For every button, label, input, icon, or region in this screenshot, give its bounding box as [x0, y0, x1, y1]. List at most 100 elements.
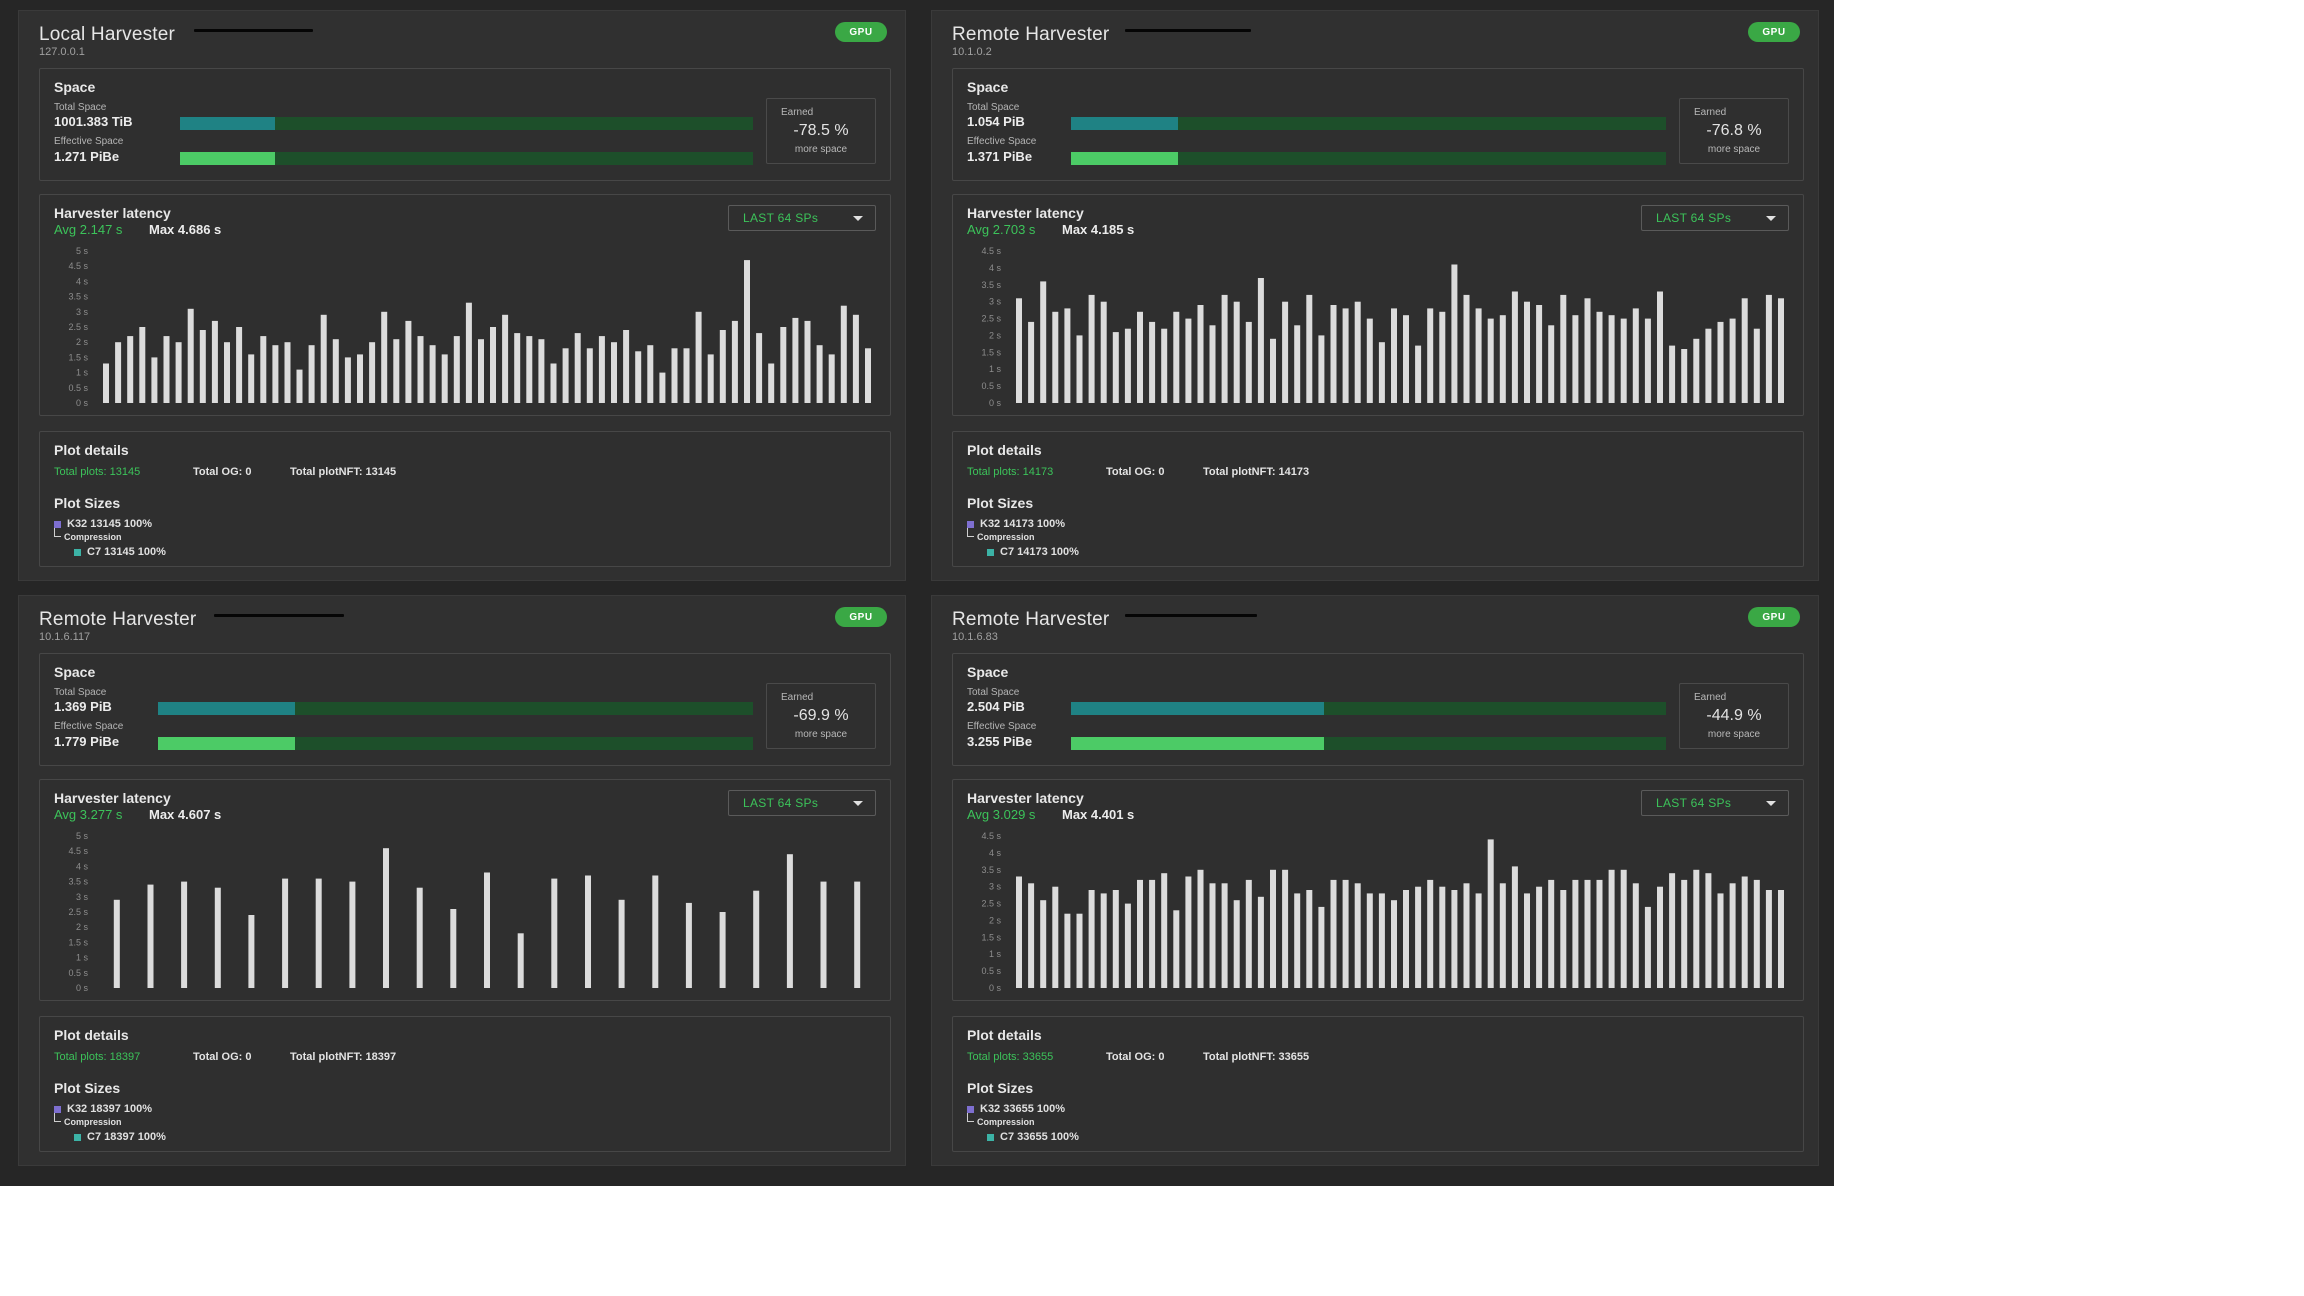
- c7-legend-square-icon: [987, 1133, 994, 1141]
- total-plotnft: Total plotNFT: 14173: [1203, 466, 1310, 478]
- latency-avg: Avg 2.703 s: [967, 222, 1036, 237]
- y-tick-label: 1 s: [989, 364, 1002, 374]
- latency-bar: [187, 308, 194, 403]
- plot-details-panel: Plot details Total plots: 33655 Total OG…: [952, 1016, 1804, 1152]
- latency-bar: [683, 348, 690, 403]
- latency-range-select[interactable]: LAST 64 SPs: [1641, 205, 1789, 231]
- total-og: Total OG: 0: [1106, 466, 1165, 478]
- tree-branch-icon: [967, 528, 974, 537]
- latency-bar: [349, 881, 356, 988]
- latency-bar: [1100, 893, 1107, 988]
- latency-bar: [1257, 278, 1264, 403]
- latency-bar: [1257, 896, 1264, 988]
- latency-bar: [1294, 325, 1301, 403]
- effective-space-bar: [180, 152, 753, 165]
- total-space-label: Total Space: [54, 687, 107, 698]
- space-panel: Space Total Space 1001.383 TiB Effective…: [39, 68, 891, 181]
- tree-branch-icon: [54, 528, 61, 537]
- latency-bar: [1608, 315, 1615, 403]
- latency-range-select[interactable]: LAST 64 SPs: [728, 790, 876, 816]
- latency-bar: [450, 909, 457, 988]
- total-plotnft: Total plotNFT: 13145: [290, 466, 397, 478]
- y-tick-label: 4 s: [989, 263, 1002, 273]
- latency-bar: [308, 345, 315, 403]
- latency-bar: [1487, 318, 1494, 403]
- latency-bar: [416, 887, 423, 988]
- latency-bar: [224, 342, 230, 403]
- latency-bar: [1548, 879, 1555, 988]
- effective-space-label: Effective Space: [54, 721, 124, 732]
- latency-bar: [538, 339, 545, 403]
- latency-bar: [429, 345, 436, 403]
- latency-bar: [282, 878, 289, 988]
- latency-bar: [417, 336, 424, 403]
- latency-bar: [465, 302, 472, 403]
- latency-max: Max 4.607 s: [149, 807, 222, 822]
- latency-bar: [840, 305, 847, 403]
- latency-range-select[interactable]: LAST 64 SPs: [728, 205, 876, 231]
- latency-bar: [211, 320, 218, 403]
- latency-bar: [332, 339, 339, 403]
- latency-bar: [441, 354, 448, 403]
- gpu-badge: GPU: [835, 22, 887, 42]
- latency-bar: [786, 854, 793, 988]
- y-tick-label: 2.5 s: [981, 314, 1001, 324]
- latency-range-select[interactable]: LAST 64 SPs: [1641, 790, 1789, 816]
- latency-bar: [1451, 264, 1458, 403]
- total-plots: Total plots: 18397: [54, 1051, 141, 1063]
- latency-bar: [1354, 301, 1361, 403]
- earned-box: Earned -69.9 % more space: [766, 683, 876, 749]
- plot-sizes-title: Plot Sizes: [967, 1080, 1034, 1096]
- earned-subtext: more space: [1707, 144, 1761, 155]
- latency-bar: [175, 342, 182, 403]
- harvester-ip: 10.1.0.2: [952, 46, 992, 58]
- latency-bar: [756, 333, 763, 403]
- y-tick-label: 4 s: [76, 276, 89, 286]
- latency-bar: [652, 875, 659, 988]
- latency-bar: [1451, 890, 1458, 988]
- total-space-bar-fill: [1071, 117, 1179, 130]
- latency-bar: [719, 912, 726, 988]
- latency-bar: [1753, 879, 1760, 988]
- total-space-label: Total Space: [54, 102, 107, 113]
- y-tick-label: 2 s: [989, 330, 1002, 340]
- latency-avg: Avg 3.029 s: [967, 807, 1036, 822]
- k32-legend-square-icon: [54, 1105, 61, 1113]
- latency-bar: [1294, 893, 1301, 988]
- latency-bar: [272, 345, 279, 403]
- y-tick-label: 1 s: [989, 949, 1002, 959]
- latency-bar: [357, 354, 363, 403]
- latency-bar: [1378, 893, 1385, 988]
- latency-bar: [1765, 294, 1772, 403]
- plot-details-title: Plot details: [967, 442, 1042, 458]
- total-space-value: 1.054 PiB: [967, 114, 1025, 129]
- y-tick-label: 3.5 s: [981, 865, 1001, 875]
- effective-space-label: Effective Space: [967, 721, 1037, 732]
- y-tick-label: 4.5 s: [68, 846, 88, 856]
- latency-bar: [1657, 886, 1663, 988]
- latency-bar: [383, 848, 389, 988]
- latency-bar: [139, 327, 146, 403]
- total-og: Total OG: 0: [193, 466, 252, 478]
- space-title: Space: [967, 79, 1009, 95]
- latency-bar: [1741, 298, 1748, 403]
- effective-space-label: Effective Space: [967, 136, 1037, 147]
- earned-label: Earned: [781, 692, 814, 703]
- plot-details-panel: Plot details Total plots: 18397 Total OG…: [39, 1016, 891, 1152]
- latency-bar: [1149, 321, 1156, 403]
- total-space-bar: [1071, 117, 1666, 130]
- latency-bar: [804, 320, 811, 403]
- latency-bar: [236, 327, 243, 403]
- y-tick-label: 0 s: [76, 398, 89, 408]
- latency-bar: [1693, 869, 1700, 988]
- total-og: Total OG: 0: [1106, 1051, 1165, 1063]
- space-title: Space: [54, 664, 96, 680]
- latency-bar: [214, 887, 221, 988]
- latency-panel: Harvester latency Avg 2.147 s Max 4.686 …: [39, 194, 891, 416]
- gpu-badge: GPU: [1748, 607, 1800, 627]
- latency-bar: [1765, 890, 1772, 988]
- harvester-ip: 10.1.6.83: [952, 631, 998, 643]
- latency-bar: [1233, 301, 1240, 403]
- space-panel: Space Total Space 2.504 PiB Effective Sp…: [952, 653, 1804, 766]
- latency-bar: [1536, 886, 1543, 988]
